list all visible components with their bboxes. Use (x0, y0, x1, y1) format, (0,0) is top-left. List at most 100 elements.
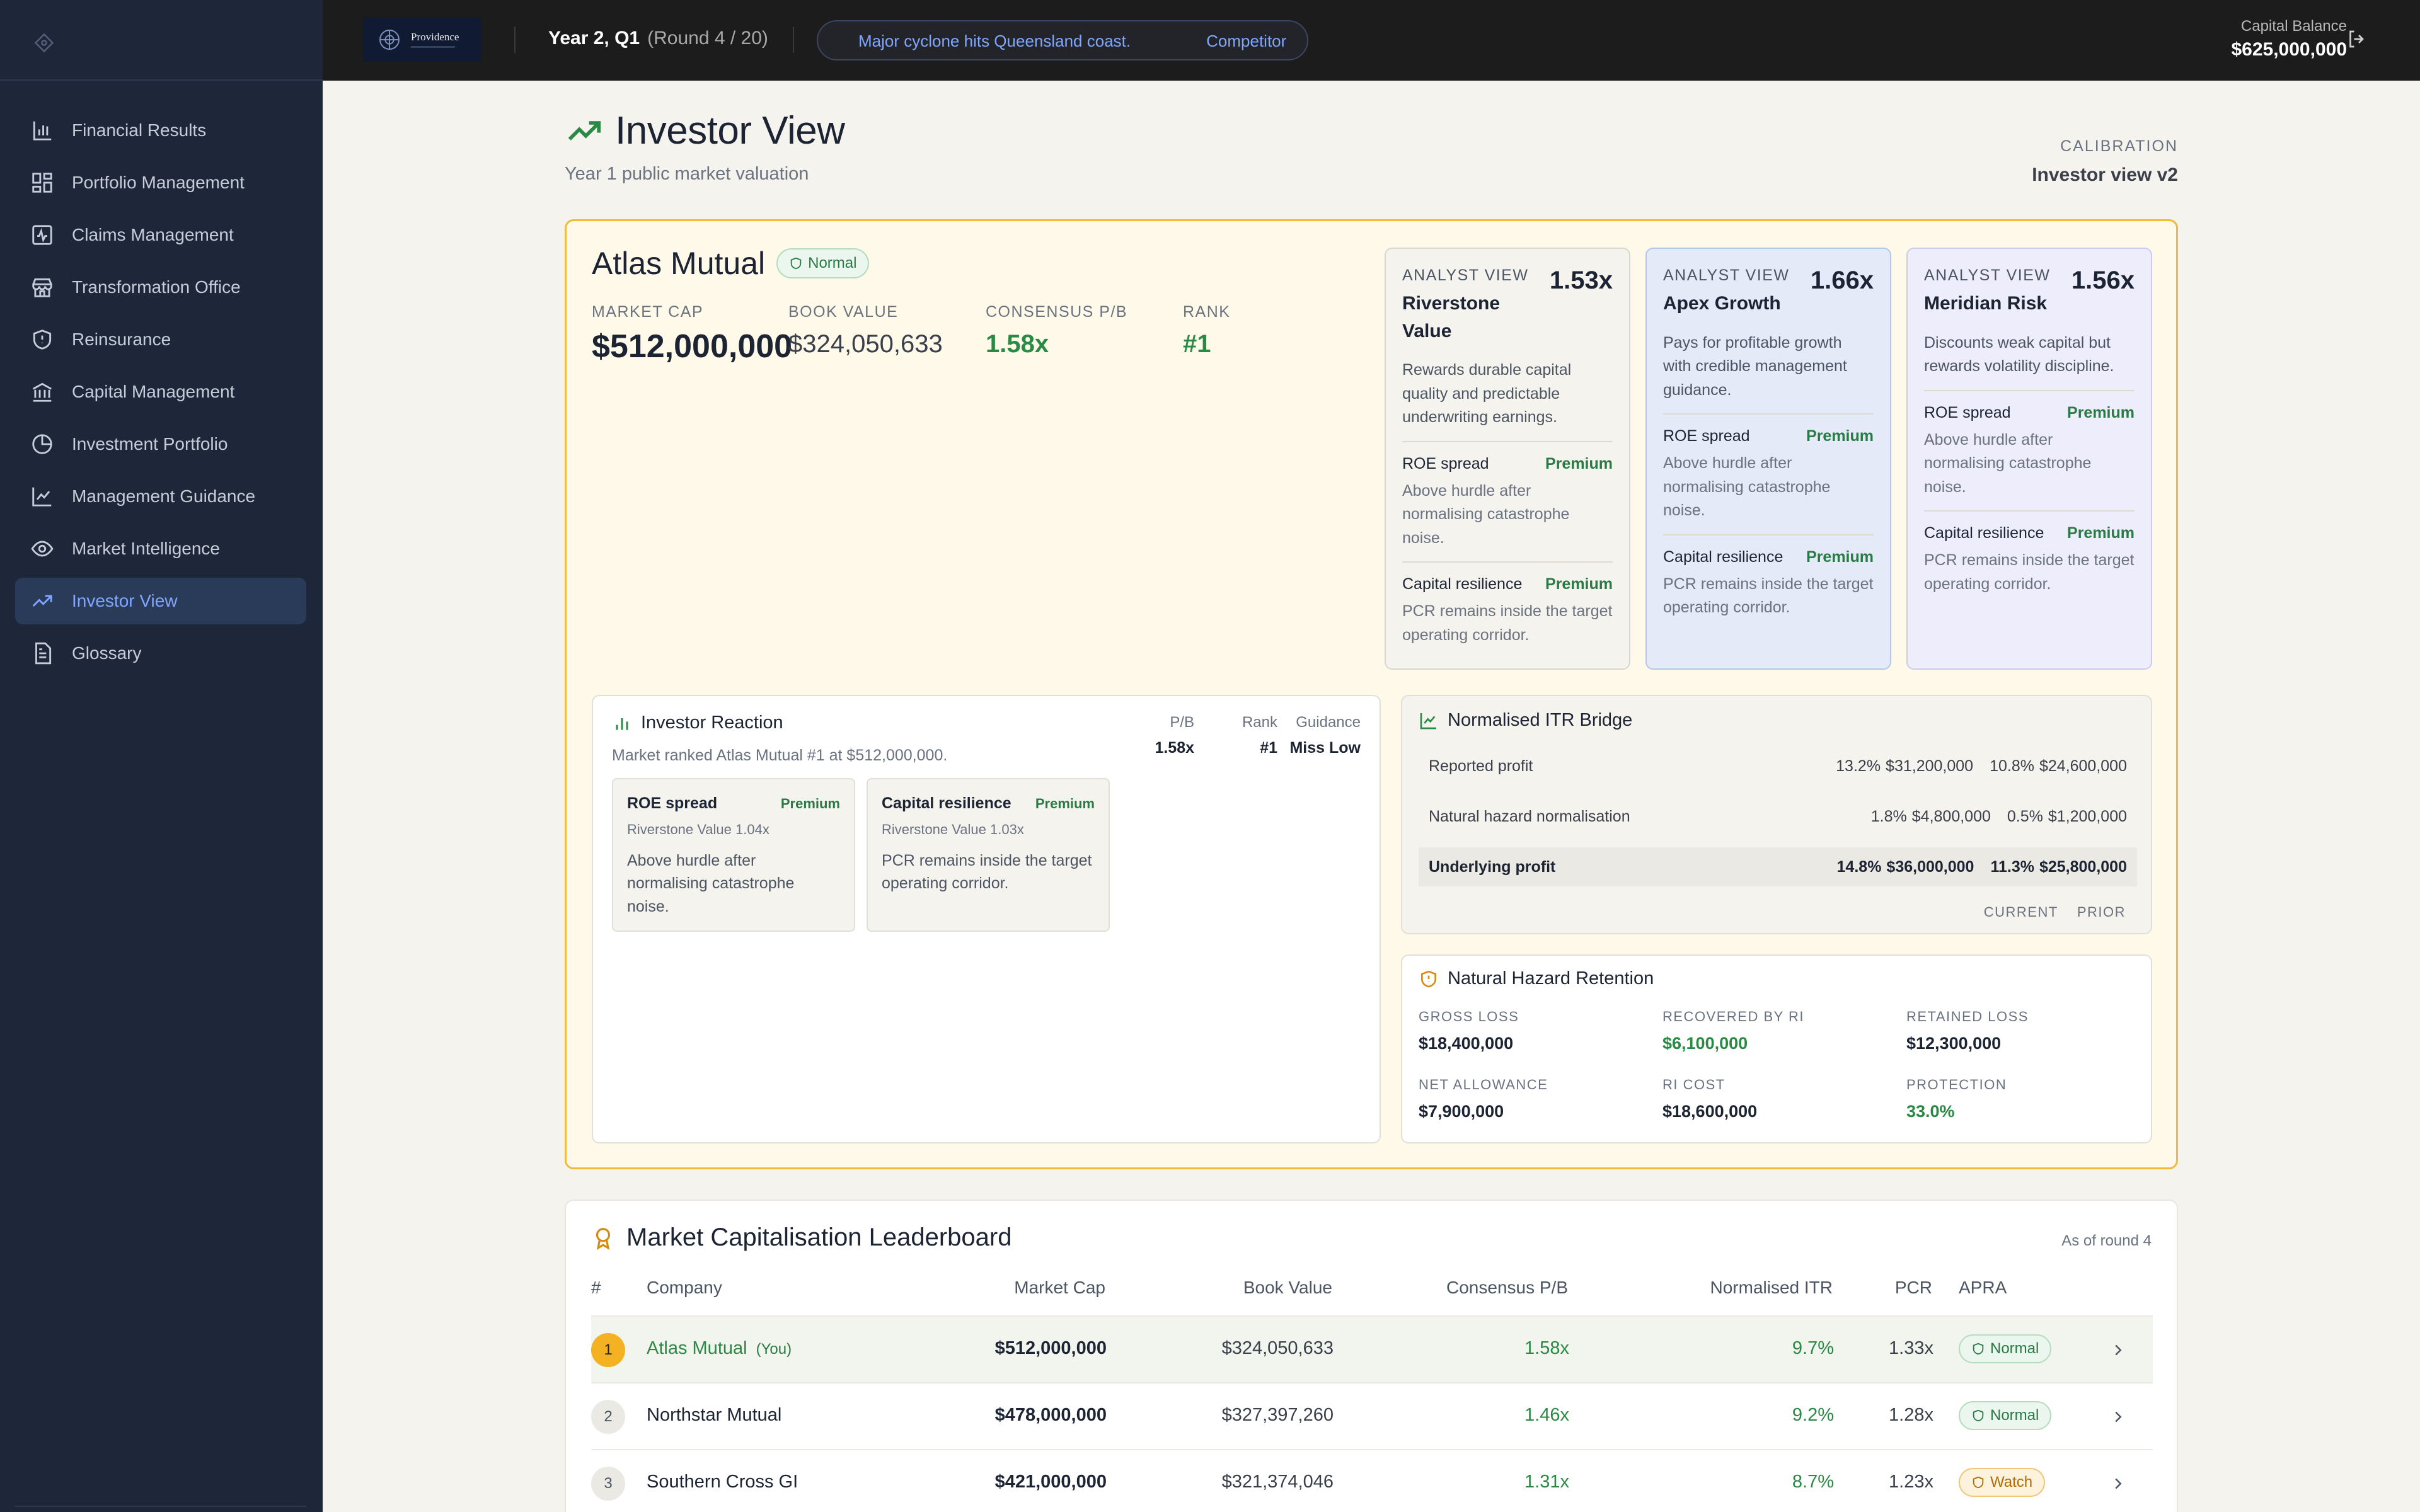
stat-label: P/B (1170, 714, 1194, 731)
sidebar-item-portfolio-management[interactable]: Portfolio Management (15, 159, 306, 206)
rank-badge: 1 (591, 1333, 625, 1367)
status-badge: Normal (776, 248, 870, 278)
column-header-pcr[interactable]: PCR (1894, 1278, 1932, 1297)
column-header-rank[interactable]: # (591, 1278, 601, 1297)
prior-pct: 10.8% (1990, 757, 2034, 775)
analyst-card-apex[interactable]: ANALYST VIEW Apex Growth 1.66x Pays for … (1645, 248, 1891, 670)
sidebar-item-management-guidance[interactable]: Management Guidance (15, 473, 306, 520)
bridge-row-values: 14.8% $36,000,000 11.3% $25,800,000 (1837, 858, 2127, 876)
current-value: $36,000,000 (1886, 857, 1974, 876)
shield-icon (790, 257, 802, 270)
bridge-row-label: Natural hazard normalisation (1429, 807, 1630, 825)
chevron-right-icon[interactable] (2109, 1474, 2128, 1493)
factor-tag: Premium (2067, 524, 2135, 542)
factor-header: ROE spread Premium (1402, 455, 1613, 473)
page-title-text: Investor View (615, 109, 845, 152)
metric-label: GROSS LOSS (1419, 1009, 1519, 1024)
bridge-row-values: 1.8% $4,800,000 0.5% $1,200,000 (1871, 808, 2127, 826)
kpi-label: MARKET CAP (592, 303, 704, 321)
chevron-right-icon[interactable] (2109, 1341, 2128, 1360)
sidebar-item-glossary[interactable]: Glossary (15, 630, 306, 677)
metric-value: $6,100,000 (1662, 1034, 1748, 1053)
column-header-market-cap[interactable]: Market Cap (1014, 1278, 1105, 1297)
analyst-card-meridian[interactable]: ANALYST VIEW Meridian Risk 1.56x Discoun… (1906, 248, 2152, 670)
table-row[interactable]: 1 Atlas Mutual (You) $512,000,000 $324,05… (591, 1315, 2153, 1382)
prior-pct: 11.3% (1990, 857, 2034, 876)
sidebar-item-market-intelligence[interactable]: Market Intelligence (15, 525, 306, 572)
column-header-apra[interactable]: APRA (1959, 1278, 2007, 1297)
column-header-consensus-pb[interactable]: Consensus P/B (1446, 1278, 1568, 1297)
column-header-company[interactable]: Company (647, 1278, 722, 1297)
natural-hazard-retention-panel: Natural Hazard Retention GROSS LOSS $18,… (1401, 954, 2152, 1143)
kpi-value: $324,050,633 (788, 330, 943, 358)
current-value: $31,200,000 (1886, 757, 1974, 775)
bank-icon (33, 382, 52, 402)
rank-badge: 3 (591, 1467, 625, 1501)
sidebar-item-capital-management[interactable]: Capital Management (15, 369, 306, 415)
analyst-multiple: 1.53x (1549, 266, 1613, 294)
document-icon (35, 642, 52, 665)
app-logo-icon[interactable] (33, 32, 55, 54)
bar-chart-icon (33, 121, 52, 140)
factor-header: ROE spread Premium (1663, 427, 1874, 445)
apra-status-label: Normal (1990, 1340, 2039, 1357)
investor-reaction-title: Investor Reaction (612, 713, 783, 733)
stat-value: Miss Low (1289, 739, 1361, 757)
analyst-factor: Capital resilience Premium PCR remains in… (1924, 512, 2135, 607)
sidebar-nav: Financial Results Portfolio Management C… (15, 107, 306, 682)
company-cell: Southern Cross GI (647, 1472, 798, 1492)
kpi-value: 1.58x (986, 330, 1049, 358)
analyst-title: ANALYST VIEW Apex Growth (1663, 266, 1789, 318)
sidebar-item-claims-management[interactable]: Claims Management (15, 212, 306, 258)
logout-icon[interactable] (2346, 28, 2368, 50)
factor-name: ROE spread (1924, 403, 2011, 421)
metric-label: NET ALLOWANCE (1419, 1077, 1548, 1092)
sidebar-item-investment-portfolio[interactable]: Investment Portfolio (15, 421, 306, 467)
sidebar-footer-divider (15, 1506, 306, 1507)
news-ticker[interactable]: Major cyclone hits Queensland coast. Comp… (817, 20, 1308, 60)
prior-value: $24,600,000 (2039, 757, 2127, 775)
analyst-name: Meridian Risk (1924, 293, 2048, 314)
apra-status-badge: Watch (1959, 1468, 2046, 1497)
retention-title: Natural Hazard Retention (1419, 968, 1654, 989)
bridge-row-values: 13.2% $31,200,000 10.8% $24,600,000 (1836, 757, 2127, 776)
factor-description: PCR remains inside the target operating … (1402, 602, 1613, 644)
company-header: Atlas Mutual Normal (592, 245, 870, 282)
shield-icon (1973, 1476, 1984, 1489)
brand-logo[interactable]: Providence (363, 18, 481, 62)
current-pct: 1.8% (1870, 807, 1907, 825)
kpi-value: #1 (1183, 330, 1211, 358)
sidebar-item-label: Investor View (72, 591, 178, 610)
sidebar-item-transformation-office[interactable]: Transformation Office (15, 264, 306, 311)
leaderboard-as-of: As of round 4 (2061, 1232, 2152, 1249)
normalised-itr-cell: 9.7% (1792, 1338, 1834, 1358)
activity-icon (32, 225, 52, 245)
analyst-description: Discounts weak capital but rewards volat… (1924, 331, 2135, 391)
sidebar-item-label: Capital Management (72, 382, 235, 401)
sidebar-item-reinsurance[interactable]: Reinsurance (15, 316, 306, 363)
analyst-factor: Capital resilience Premium PCR remains in… (1663, 536, 1874, 631)
round-label: (Round 4 / 20) (647, 28, 768, 49)
column-header-book-value[interactable]: Book Value (1243, 1278, 1332, 1297)
analyst-factor: ROE spread Premium Above hurdle after nor… (1663, 415, 1874, 536)
trending-up-icon (32, 595, 52, 607)
factor-name: ROE spread (1402, 454, 1489, 472)
column-header-normalised-itr[interactable]: Normalised ITR (1710, 1278, 1833, 1297)
apra-status-badge: Normal (1959, 1401, 2052, 1430)
sidebar-item-financial-results[interactable]: Financial Results (15, 107, 306, 154)
book-value-cell: $324,050,633 (1221, 1338, 1334, 1358)
retention-gross-loss: GROSS LOSS $18,400,000 (1419, 1009, 1519, 1053)
factor-tag: Premium (1806, 427, 1874, 445)
factor-name: ROE spread (1663, 427, 1750, 445)
table-row[interactable]: 2 Northstar Mutual $478,000,000 $327,397… (591, 1382, 2153, 1449)
sidebar-item-investor-view[interactable]: Investor View (15, 578, 306, 624)
analyst-card-riverstone[interactable]: ANALYST VIEW Riverstone Value 1.53x Rewa… (1385, 248, 1630, 670)
round-indicator: Year 2, Q1 (Round 4 / 20) (548, 28, 768, 49)
prior-pct: 0.5% (2007, 807, 2043, 825)
table-row[interactable]: 3 Southern Cross GI $421,000,000 $321,37… (591, 1449, 2153, 1512)
bridge-row-label: Underlying profit (1429, 857, 1556, 876)
current-value: $4,800,000 (1911, 807, 1991, 825)
company-valuation-card: Atlas Mutual Normal MARKET CAP $512,000,… (565, 219, 2178, 1169)
chevron-right-icon[interactable] (2109, 1407, 2128, 1426)
metric-label: RI COST (1662, 1077, 1726, 1092)
